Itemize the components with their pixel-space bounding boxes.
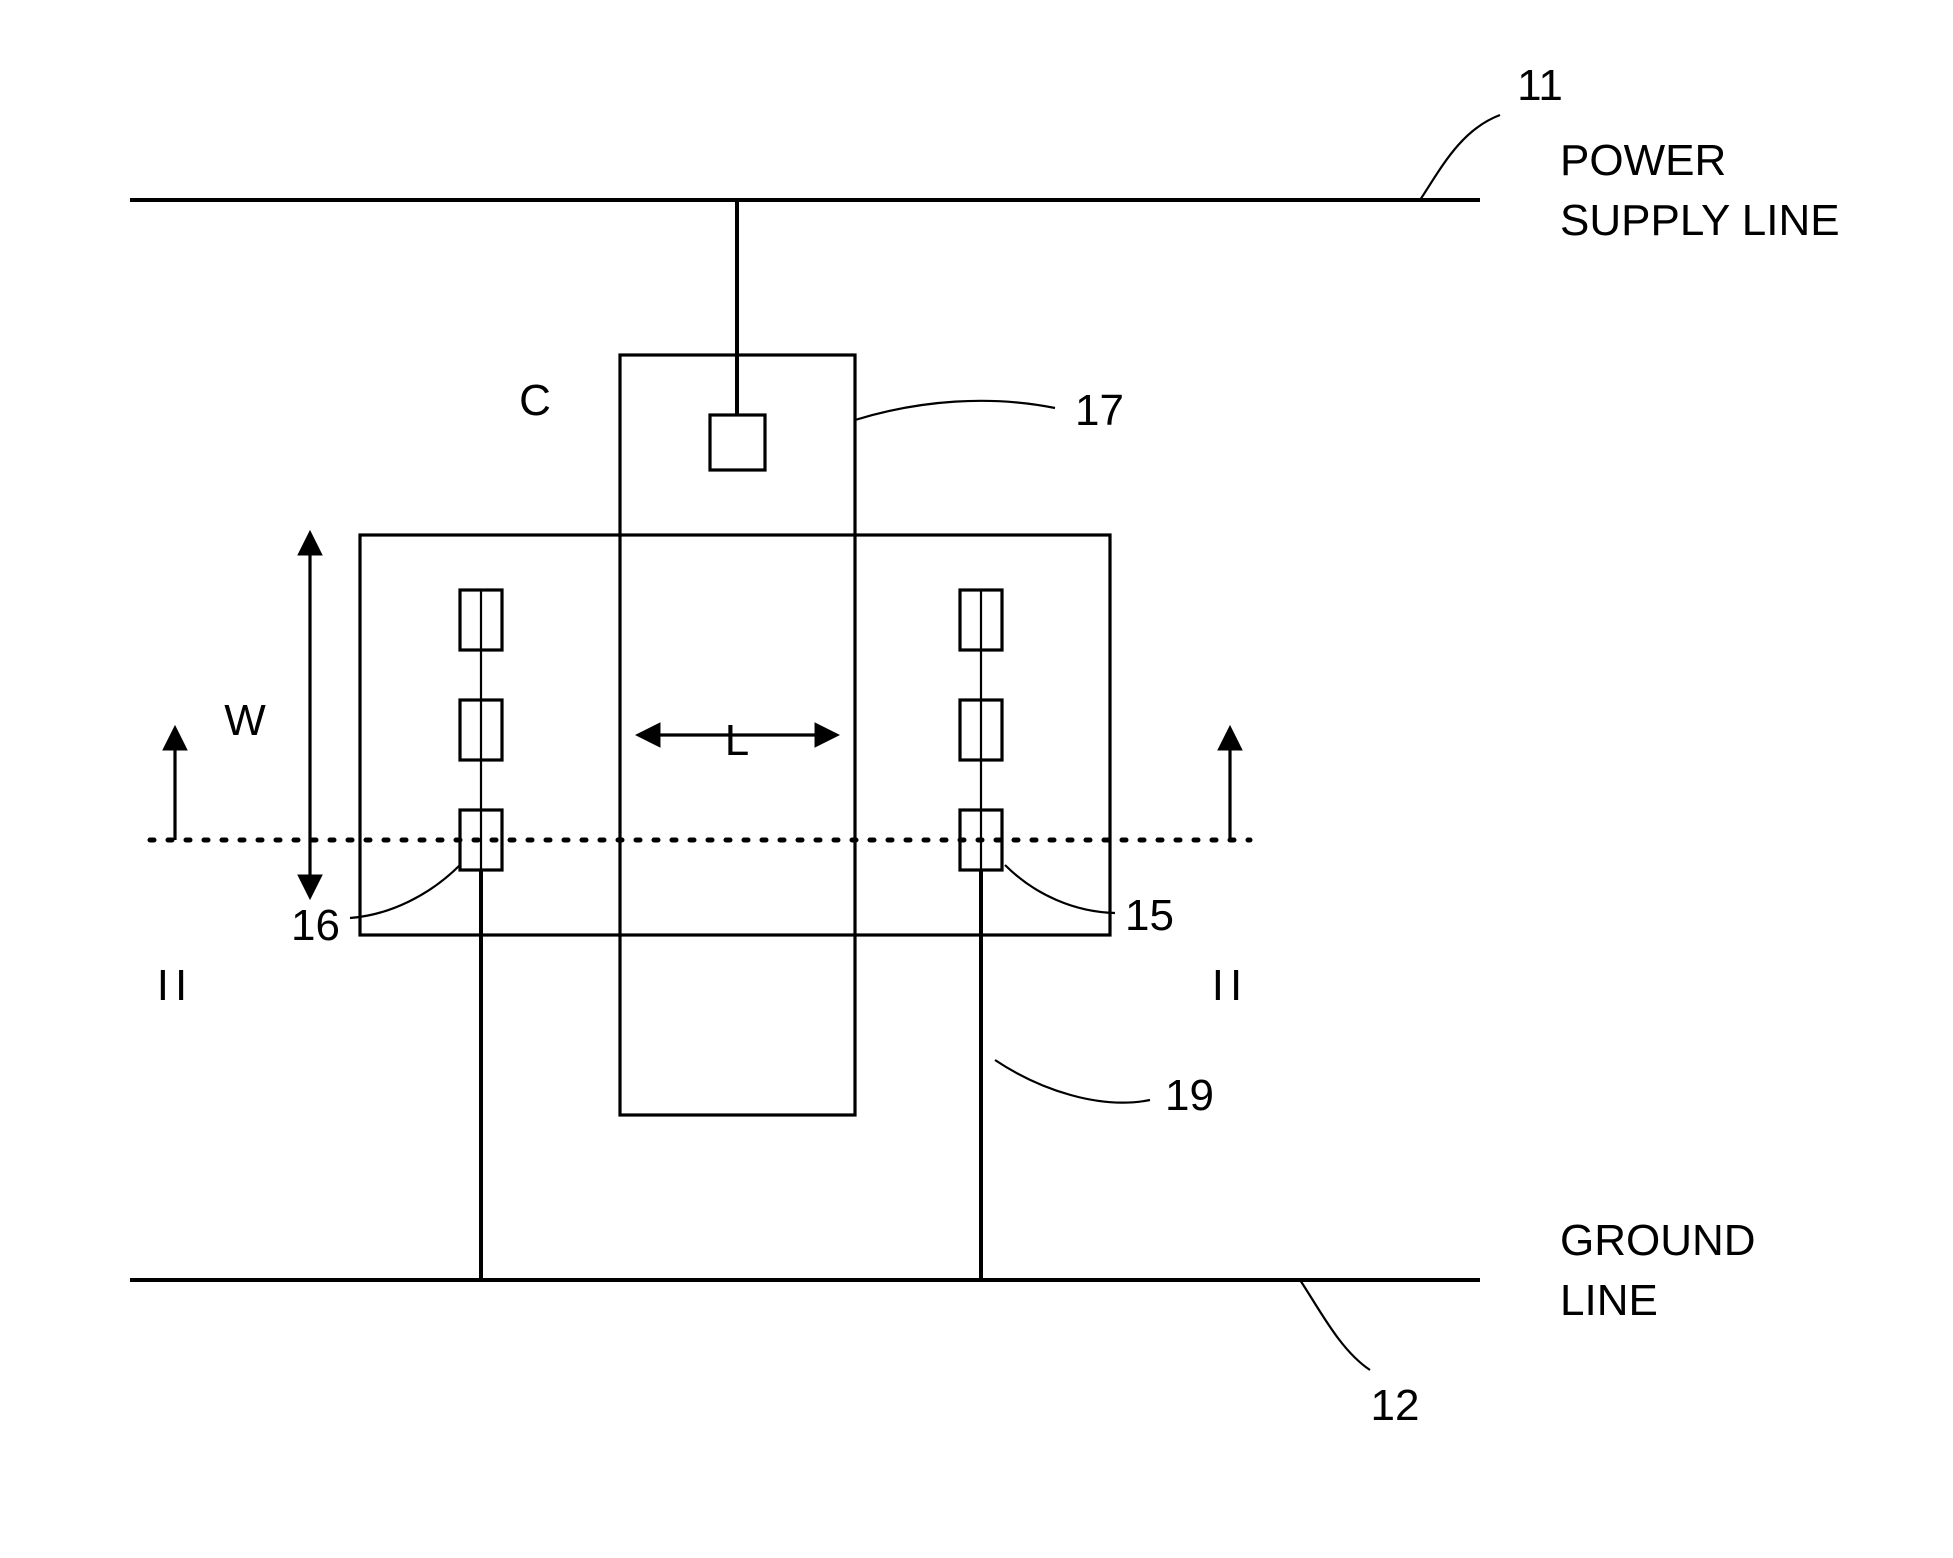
contact-top [710, 415, 765, 470]
label-19: 19 [1165, 1071, 1214, 1120]
label-ground-2: LINE [1560, 1276, 1658, 1325]
label-15: 15 [1125, 891, 1174, 940]
label-W: W [224, 696, 266, 745]
leader-16 [350, 865, 460, 918]
label-L: L [725, 716, 749, 765]
label-II-left: II [157, 961, 193, 1010]
label-11: 11 [1517, 61, 1563, 110]
label-C: C [519, 376, 551, 425]
label-17: 17 [1075, 386, 1124, 435]
label-power-1: POWER [1560, 136, 1726, 185]
label-12: 12 [1371, 1381, 1420, 1430]
leader-11 [1420, 115, 1500, 200]
leader-12 [1300, 1280, 1370, 1370]
label-16: 16 [291, 901, 340, 950]
leader-19 [995, 1060, 1150, 1103]
label-power-2: SUPPLY LINE [1560, 196, 1840, 245]
leader-15 [1005, 865, 1115, 913]
label-ground-1: GROUND [1560, 1216, 1756, 1265]
leader-17 [855, 401, 1055, 420]
label-II-right: II [1212, 961, 1248, 1010]
